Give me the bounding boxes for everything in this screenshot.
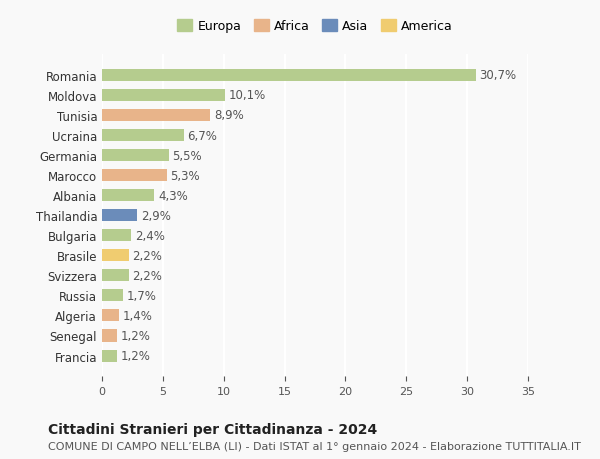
Bar bbox=[102, 110, 211, 122]
Text: 2,4%: 2,4% bbox=[135, 229, 165, 242]
Text: 1,7%: 1,7% bbox=[127, 289, 156, 302]
Bar bbox=[102, 270, 129, 282]
Text: 30,7%: 30,7% bbox=[479, 69, 517, 82]
Text: 2,2%: 2,2% bbox=[133, 249, 163, 262]
Text: 5,3%: 5,3% bbox=[170, 169, 200, 182]
Text: 5,5%: 5,5% bbox=[173, 149, 202, 162]
Bar bbox=[102, 350, 116, 362]
Text: COMUNE DI CAMPO NELL’ELBA (LI) - Dati ISTAT al 1° gennaio 2024 - Elaborazione TU: COMUNE DI CAMPO NELL’ELBA (LI) - Dati IS… bbox=[48, 441, 581, 451]
Text: Cittadini Stranieri per Cittadinanza - 2024: Cittadini Stranieri per Cittadinanza - 2… bbox=[48, 422, 377, 436]
Bar bbox=[102, 310, 119, 322]
Bar bbox=[102, 230, 131, 242]
Bar bbox=[102, 170, 167, 182]
Text: 6,7%: 6,7% bbox=[187, 129, 217, 142]
Text: 1,2%: 1,2% bbox=[120, 349, 150, 362]
Text: 8,9%: 8,9% bbox=[214, 109, 244, 122]
Text: 1,4%: 1,4% bbox=[122, 309, 152, 322]
Text: 2,9%: 2,9% bbox=[141, 209, 171, 222]
Text: 4,3%: 4,3% bbox=[158, 189, 188, 202]
Bar bbox=[102, 70, 476, 82]
Bar bbox=[102, 130, 184, 142]
Bar bbox=[102, 90, 225, 102]
Text: 1,2%: 1,2% bbox=[120, 329, 150, 342]
Text: 10,1%: 10,1% bbox=[229, 89, 266, 102]
Text: 2,2%: 2,2% bbox=[133, 269, 163, 282]
Bar bbox=[102, 330, 116, 342]
Bar bbox=[102, 290, 122, 302]
Bar bbox=[102, 150, 169, 162]
Bar bbox=[102, 250, 129, 262]
Bar bbox=[102, 210, 137, 222]
Bar bbox=[102, 190, 154, 202]
Legend: Europa, Africa, Asia, America: Europa, Africa, Asia, America bbox=[178, 20, 452, 33]
